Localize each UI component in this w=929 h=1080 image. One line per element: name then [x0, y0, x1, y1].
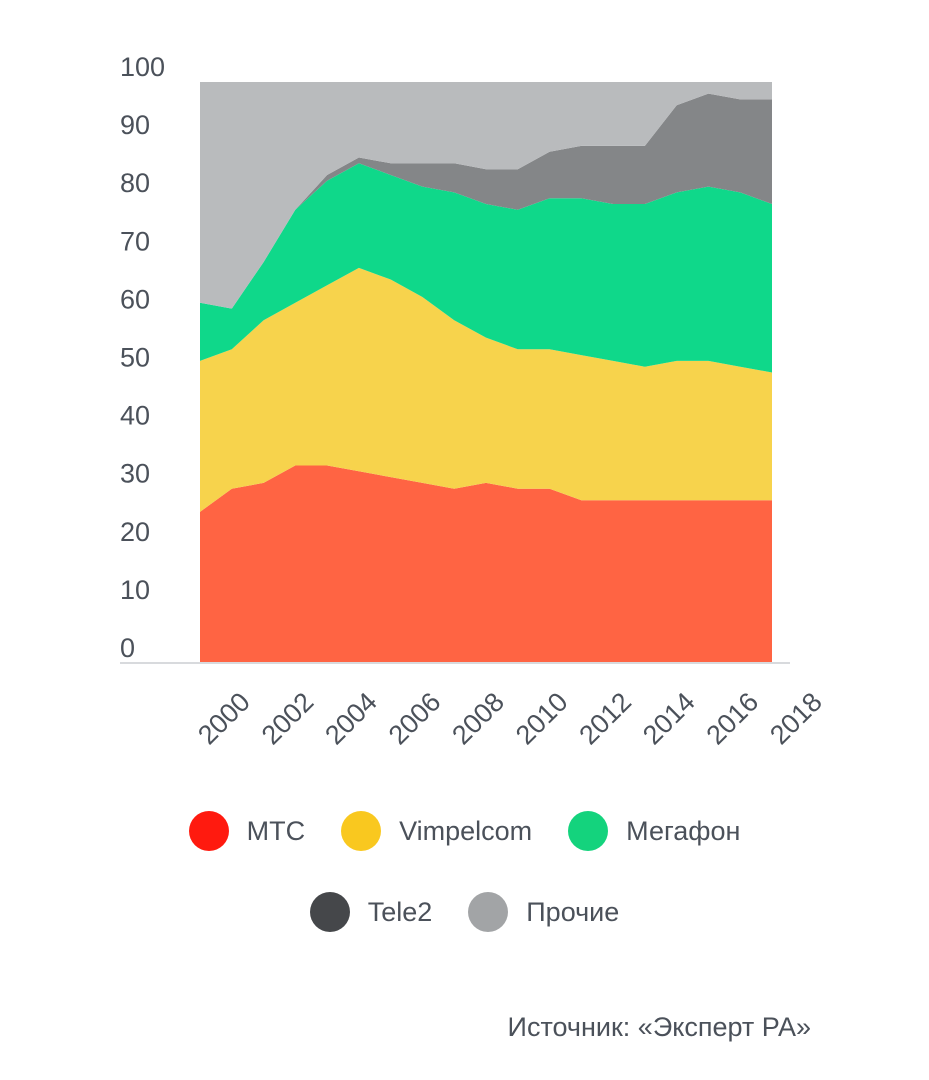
- area-megafon: [200, 163, 772, 373]
- area-mts: [200, 465, 772, 663]
- chart-area: 0 10 20 30 40 50 60 70 80 90 100 2000 2002 2004 2006 2…: [120, 52, 828, 751]
- legend-row-1: МТС Vimpelcom Мегафон: [0, 811, 929, 851]
- y-tick-label: 100: [120, 52, 165, 82]
- legend-item-vimpelcom: Vimpelcom: [341, 811, 532, 851]
- y-tick-label: 10: [120, 575, 150, 605]
- legend-label-vimpelcom: Vimpelcom: [399, 815, 533, 846]
- x-tick-label: 2004: [319, 687, 383, 751]
- y-tick-label: 30: [120, 459, 150, 489]
- x-tick-labels: 2000 2002 2004 2006 2008 2010 2012 2014 2016 2018: [192, 687, 828, 751]
- y-tick-label: 0: [120, 633, 135, 663]
- legend-row-2: Tele2 Прочие: [0, 892, 929, 932]
- y-tick-label: 40: [120, 401, 150, 431]
- legend-label-megafon: Мегафон: [626, 815, 741, 846]
- x-tick-label: 2010: [510, 687, 574, 751]
- series-areas: [200, 82, 772, 663]
- y-tick-label: 70: [120, 226, 150, 256]
- y-tick-label: 60: [120, 284, 150, 314]
- legend-item-tele2: Tele2: [309, 892, 433, 932]
- legend-item-others: Прочие: [468, 892, 619, 932]
- y-tick-label: 90: [120, 110, 150, 140]
- legend-label-tele2: Tele2: [367, 896, 433, 927]
- legend-item-mts: МТС: [188, 811, 306, 851]
- x-tick-label: 2018: [764, 687, 828, 751]
- legend-dot-mts: [188, 811, 229, 851]
- legend-dot-tele2: [309, 892, 350, 932]
- y-tick-label: 80: [120, 168, 150, 198]
- legend-label-others: Прочие: [526, 896, 620, 927]
- area-others: [200, 82, 772, 309]
- legend-label-mts: МТС: [246, 815, 306, 846]
- x-tick-label: 2002: [256, 687, 320, 751]
- legend-dot-vimpelcom: [341, 811, 382, 851]
- source-note: Источник: «Эксперт РА»: [507, 1012, 811, 1042]
- y-tick-labels: 0 10 20 30 40 50 60 70 80 90 100: [120, 52, 165, 663]
- area-vimpelcom: [200, 267, 772, 512]
- x-tick-label: 2012: [573, 687, 637, 751]
- legend-item-megafon: Мегафон: [568, 811, 740, 851]
- area-tele2: [200, 93, 772, 309]
- x-tick-label: 2000: [192, 687, 256, 751]
- x-tick-label: 2016: [701, 687, 765, 751]
- legend-dot-others: [468, 892, 509, 932]
- y-tick-label: 20: [120, 517, 150, 547]
- x-tick-label: 2008: [446, 687, 510, 751]
- y-tick-label: 50: [120, 343, 150, 373]
- legend-dot-megafon: [568, 811, 609, 851]
- x-tick-label: 2006: [383, 687, 447, 751]
- x-tick-label: 2014: [637, 687, 701, 751]
